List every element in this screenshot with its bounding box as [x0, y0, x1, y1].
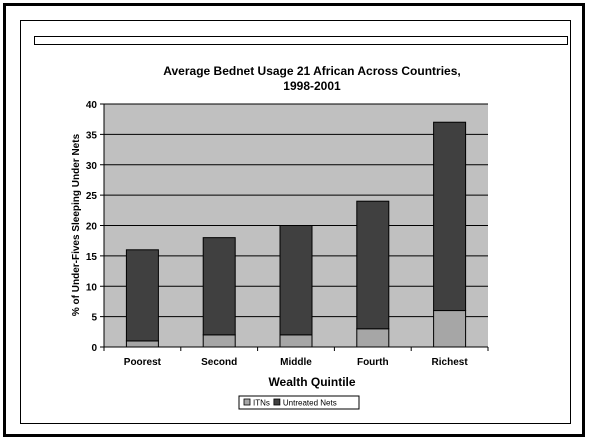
bar-untreated-nets	[202, 237, 236, 336]
bar-untreated-nets	[279, 225, 313, 336]
bar-untreated-nets	[125, 249, 159, 342]
chart-title-line-1: Average Bednet Usage 21 African Across C…	[163, 64, 460, 78]
legend-box	[238, 395, 360, 410]
bar-untreated-nets	[433, 121, 467, 312]
y-tick-label: 30	[86, 161, 98, 172]
y-tick-label: 25	[86, 191, 98, 202]
y-tick-label: 10	[86, 282, 98, 293]
x-tick-label: Middle	[280, 357, 312, 368]
legend-label: ITNs	[253, 399, 270, 408]
x-tick-label: Poorest	[124, 357, 162, 368]
legend-swatch	[273, 398, 281, 406]
y-tick-label: 20	[86, 222, 98, 233]
x-tick-label: Fourth	[357, 357, 389, 368]
chart-title-line-2: 1998-2001	[283, 79, 341, 93]
x-tick-label: Second	[201, 357, 237, 368]
y-tick-label: 15	[86, 252, 98, 263]
y-tick-label: 0	[91, 343, 97, 354]
bar-itns	[125, 340, 159, 348]
bar-itns	[356, 328, 390, 348]
y-tick-label: 40	[86, 100, 98, 111]
bar-itns	[433, 310, 467, 348]
bar-itns	[202, 334, 236, 348]
bar-untreated-nets	[356, 200, 390, 330]
y-tick-label: 35	[86, 130, 98, 141]
x-axis-title: Wealth Quintile	[268, 375, 355, 389]
legend-swatch	[243, 398, 251, 406]
y-tick-label: 5	[91, 313, 97, 324]
bar-itns	[279, 334, 313, 348]
x-tick-label: Richest	[432, 357, 469, 368]
y-axis-title: % of Under-Fives Sleeping Under Nets	[71, 133, 82, 316]
legend-label: Untreated Nets	[283, 399, 337, 408]
header-strip	[34, 36, 568, 45]
